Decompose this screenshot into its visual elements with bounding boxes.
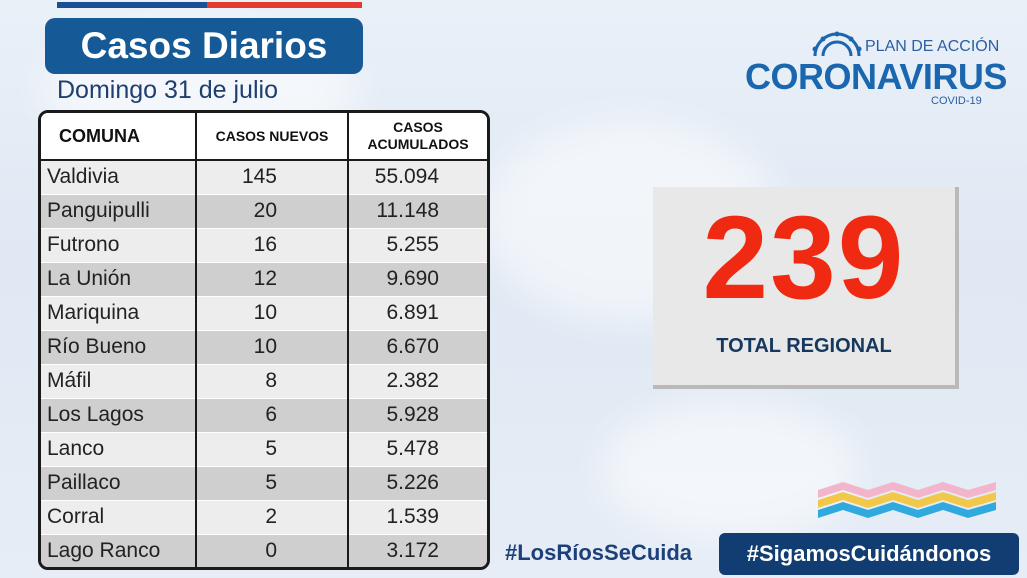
table-row: Lanco 5 5.478 xyxy=(41,432,487,467)
table-row: La Unión 12 9.690 xyxy=(41,262,487,297)
date-subtitle: Domingo 31 de julio xyxy=(57,76,278,104)
logo-coronavirus-text: CORONAVIRUS xyxy=(745,56,1007,97)
cell-nuevos: 8 xyxy=(196,364,349,399)
cell-comuna: Máfil xyxy=(41,364,197,399)
cell-nuevos: 5 xyxy=(196,432,349,467)
header-comuna: COMUNA xyxy=(41,113,197,161)
cell-comuna: Futrono xyxy=(41,228,197,263)
table-row: Mariquina 10 6.891 xyxy=(41,296,487,331)
cell-nuevos: 5 xyxy=(196,466,349,501)
virus-icon xyxy=(812,31,862,57)
cell-comuna: Los Lagos xyxy=(41,398,197,433)
cell-acumulados: 2.382 xyxy=(348,364,487,399)
cell-nuevos: 145 xyxy=(196,160,349,195)
cell-acumulados: 3.172 xyxy=(348,534,487,567)
table-row: Paillaco 5 5.226 xyxy=(41,466,487,501)
cell-nuevos: 0 xyxy=(196,534,349,567)
cell-acumulados: 5.478 xyxy=(348,432,487,467)
cell-acumulados: 55.094 xyxy=(348,160,487,195)
cell-comuna: La Unión xyxy=(41,262,197,297)
table-row: Futrono 16 5.255 xyxy=(41,228,487,263)
table-header-row: COMUNA CASOS NUEVOS CASOS ACUMULADOS xyxy=(41,113,487,161)
cell-comuna: Valdivia xyxy=(41,160,197,195)
cell-nuevos: 20 xyxy=(196,194,349,229)
header-casos-acumulados: CASOS ACUMULADOS xyxy=(348,113,487,161)
table-row: Los Lagos 6 5.928 xyxy=(41,398,487,433)
cell-comuna: Lanco xyxy=(41,432,197,467)
cell-acumulados: 5.255 xyxy=(348,228,487,263)
waves-graphic xyxy=(818,482,996,518)
cell-nuevos: 10 xyxy=(196,330,349,365)
cell-nuevos: 2 xyxy=(196,500,349,535)
flag-stripe xyxy=(57,2,362,8)
cell-nuevos: 12 xyxy=(196,262,349,297)
cell-acumulados: 6.891 xyxy=(348,296,487,331)
cell-nuevos: 10 xyxy=(196,296,349,331)
cell-acumulados: 6.670 xyxy=(348,330,487,365)
cases-table: COMUNA CASOS NUEVOS CASOS ACUMULADOS Val… xyxy=(38,110,490,570)
table-row: Panguipulli 20 11.148 xyxy=(41,194,487,229)
table-row: Río Bueno 10 6.670 xyxy=(41,330,487,365)
table-row: Valdivia 145 55.094 xyxy=(41,160,487,195)
cell-acumulados: 9.690 xyxy=(348,262,487,297)
coronavirus-plan-logo: PLAN DE ACCIÓN CORONAVIRUS COVID-19 xyxy=(745,28,1007,108)
table-row: Máfil 8 2.382 xyxy=(41,364,487,399)
logo-plan-text: PLAN DE ACCIÓN xyxy=(865,38,1000,55)
header-casos-nuevos: CASOS NUEVOS xyxy=(196,113,349,161)
cell-acumulados: 1.539 xyxy=(348,500,487,535)
cell-nuevos: 16 xyxy=(196,228,349,263)
cell-comuna: Mariquina xyxy=(41,296,197,331)
table-row: Corral 2 1.539 xyxy=(41,500,487,535)
cell-nuevos: 6 xyxy=(196,398,349,433)
total-box: 239 TOTAL REGIONAL xyxy=(653,187,959,389)
cell-acumulados: 5.226 xyxy=(348,466,487,501)
cell-comuna: Panguipulli xyxy=(41,194,197,229)
total-label: TOTAL REGIONAL xyxy=(716,335,892,357)
cell-acumulados: 5.928 xyxy=(348,398,487,433)
background-cloud xyxy=(600,400,860,540)
cell-comuna: Lago Ranco xyxy=(41,534,197,567)
logo-covid-text: COVID-19 xyxy=(931,95,982,107)
hashtag-sigamos: #SigamosCuidándonos xyxy=(719,533,1019,575)
cell-comuna: Corral xyxy=(41,500,197,535)
cell-acumulados: 11.148 xyxy=(348,194,487,229)
hashtag-los-rios: #LosRíosSeCuida xyxy=(505,540,693,565)
page-title: Casos Diarios xyxy=(45,18,363,74)
table-row: Lago Ranco 0 3.172 xyxy=(41,534,487,567)
cell-comuna: Río Bueno xyxy=(41,330,197,365)
total-value: 239 xyxy=(702,192,906,324)
cell-comuna: Paillaco xyxy=(41,466,197,501)
